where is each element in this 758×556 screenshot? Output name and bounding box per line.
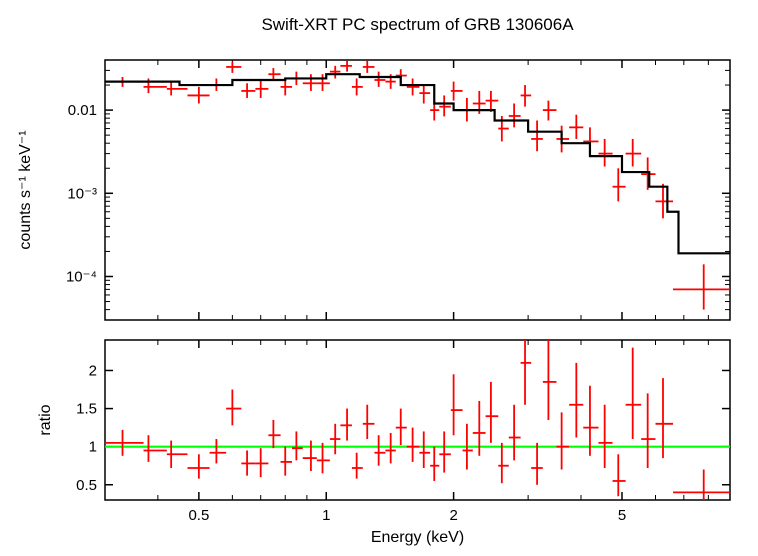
x-tick-label: 1 [322, 507, 330, 524]
x-axis-label: Energy (keV) [371, 529, 464, 546]
y-bottom-tick-label: 2 [89, 362, 97, 379]
y-top-tick-label: 0.01 [68, 102, 97, 119]
y-bottom-axis-label: ratio [37, 404, 54, 435]
x-tick-label: 2 [449, 507, 457, 524]
chart-title: Swift-XRT PC spectrum of GRB 130606A [261, 15, 574, 34]
y-top-axis-label: counts s⁻¹ keV⁻¹ [17, 130, 34, 249]
y-bottom-tick-label: 0.5 [76, 477, 97, 494]
chart-container: Swift-XRT PC spectrum of GRB 130606A 0.5 1… [0, 0, 758, 556]
y-top-tick-label: 10⁻⁴ [66, 268, 97, 285]
bottom-panel-data [105, 325, 730, 504]
y-bottom-tick-label: 1 [89, 439, 97, 456]
x-tick-label: 0.5 [188, 507, 209, 524]
x-tick-label: 5 [618, 507, 626, 524]
y-top-tick-label: 10⁻³ [67, 185, 97, 202]
y-bottom-tick-label: 1.5 [76, 401, 97, 418]
top-panel-data [105, 61, 730, 310]
spectrum-chart: Swift-XRT PC spectrum of GRB 130606A 0.5 1… [0, 0, 758, 556]
